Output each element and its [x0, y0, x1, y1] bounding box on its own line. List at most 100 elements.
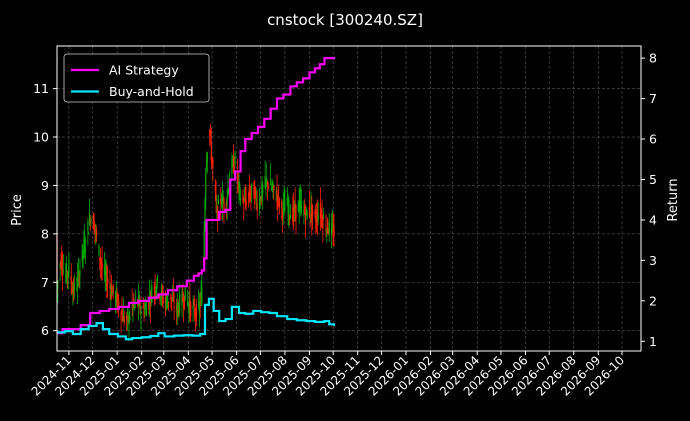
candle-body	[276, 190, 278, 196]
candle-body	[183, 295, 186, 308]
candle-body	[272, 182, 274, 188]
candle-body	[247, 193, 250, 195]
candle-body	[187, 303, 189, 306]
candle-body	[127, 316, 129, 321]
candle-body	[315, 215, 318, 222]
candle-body	[273, 185, 275, 190]
candle-body	[242, 194, 244, 202]
candle-body	[255, 187, 257, 193]
candle-body	[120, 311, 122, 321]
candle-body	[88, 233, 90, 235]
candle-body	[314, 211, 316, 215]
candle-body	[171, 297, 173, 299]
candle-body	[209, 130, 212, 136]
candle-body	[237, 173, 239, 181]
candle-body	[232, 158, 235, 173]
candle-body	[105, 269, 107, 277]
candle-body	[330, 222, 333, 236]
candle-body	[118, 301, 120, 309]
y-left-tick-label: 7	[41, 275, 49, 290]
candle-body	[327, 219, 329, 232]
y-right-tick-label: 6	[649, 132, 657, 147]
candle-body	[165, 301, 167, 308]
candle-body	[183, 305, 185, 308]
candle-body	[292, 207, 294, 222]
candle-body	[254, 188, 256, 205]
candle-body	[72, 293, 74, 295]
candle-body	[126, 315, 128, 321]
candle-body	[320, 213, 322, 215]
candle-body	[234, 153, 236, 164]
y-left-tick-label: 8	[41, 226, 49, 241]
y-left-tick-label: 6	[41, 323, 49, 338]
candle-body	[193, 302, 195, 304]
candle-body	[160, 297, 162, 299]
candle-body	[297, 202, 299, 213]
candle-body	[244, 197, 246, 202]
candle-body	[188, 303, 190, 311]
candle-body	[236, 172, 239, 181]
candle-body	[214, 184, 216, 190]
candle-body	[156, 286, 158, 291]
candle-body	[170, 293, 172, 301]
candle-body	[121, 312, 123, 313]
candle-body	[332, 229, 334, 239]
candle-body	[232, 158, 234, 166]
candle-body	[316, 212, 318, 223]
candle-body	[167, 301, 170, 304]
candle-body	[143, 311, 145, 317]
candle-body	[128, 311, 130, 325]
buy-and-hold-line	[57, 297, 336, 341]
candle-body	[275, 198, 277, 200]
candle-body	[205, 164, 208, 169]
candle-body	[266, 177, 268, 181]
candle-body	[153, 286, 155, 290]
candle-body	[84, 238, 86, 254]
legend: AI Strategy Buy-and-Hold	[63, 53, 210, 103]
candle-body	[212, 160, 214, 168]
candle-body	[282, 201, 284, 210]
candle-body	[294, 203, 296, 212]
candle-body	[209, 130, 211, 136]
candle-body	[266, 181, 269, 186]
candle-body	[221, 194, 223, 207]
candle-body	[106, 279, 108, 289]
candle-body	[95, 229, 97, 231]
candle-body	[286, 198, 288, 206]
candle-body	[211, 157, 213, 163]
candle-body	[226, 197, 228, 206]
y-left-tick-label: 11	[33, 81, 49, 96]
candle-body	[271, 187, 273, 190]
candle-body	[277, 196, 279, 206]
candle-body	[238, 181, 240, 189]
legend-label: Buy-and-Hold	[109, 84, 194, 99]
candle-body	[309, 213, 311, 216]
candle-body	[182, 297, 184, 302]
candle-body	[328, 222, 330, 234]
candle-body	[107, 278, 109, 285]
candle-body	[298, 201, 300, 213]
y-left-tick-label: 10	[33, 130, 49, 145]
candle-body	[325, 228, 327, 232]
candle-body	[264, 176, 266, 188]
candle-body	[57, 281, 59, 289]
y-right-tick-label: 8	[649, 51, 657, 66]
candle-body	[293, 204, 295, 212]
candle-body	[176, 302, 178, 315]
candle-body	[161, 290, 163, 295]
candle-body	[115, 290, 117, 301]
candle-body	[66, 272, 68, 275]
y-right-tick-label: 5	[649, 172, 657, 187]
candle-body	[65, 264, 68, 281]
candle-body	[129, 316, 131, 320]
y-axis-right: 1 2 3 4 5 6 7 8	[641, 51, 657, 349]
candle-body	[243, 198, 246, 201]
candle-body	[204, 201, 206, 229]
candle-body	[245, 200, 247, 207]
candle-body	[258, 199, 261, 207]
candle-body	[67, 272, 69, 274]
candle-body	[223, 198, 225, 210]
y-axis-right-label: Return	[666, 178, 681, 221]
candle-body	[84, 248, 87, 253]
